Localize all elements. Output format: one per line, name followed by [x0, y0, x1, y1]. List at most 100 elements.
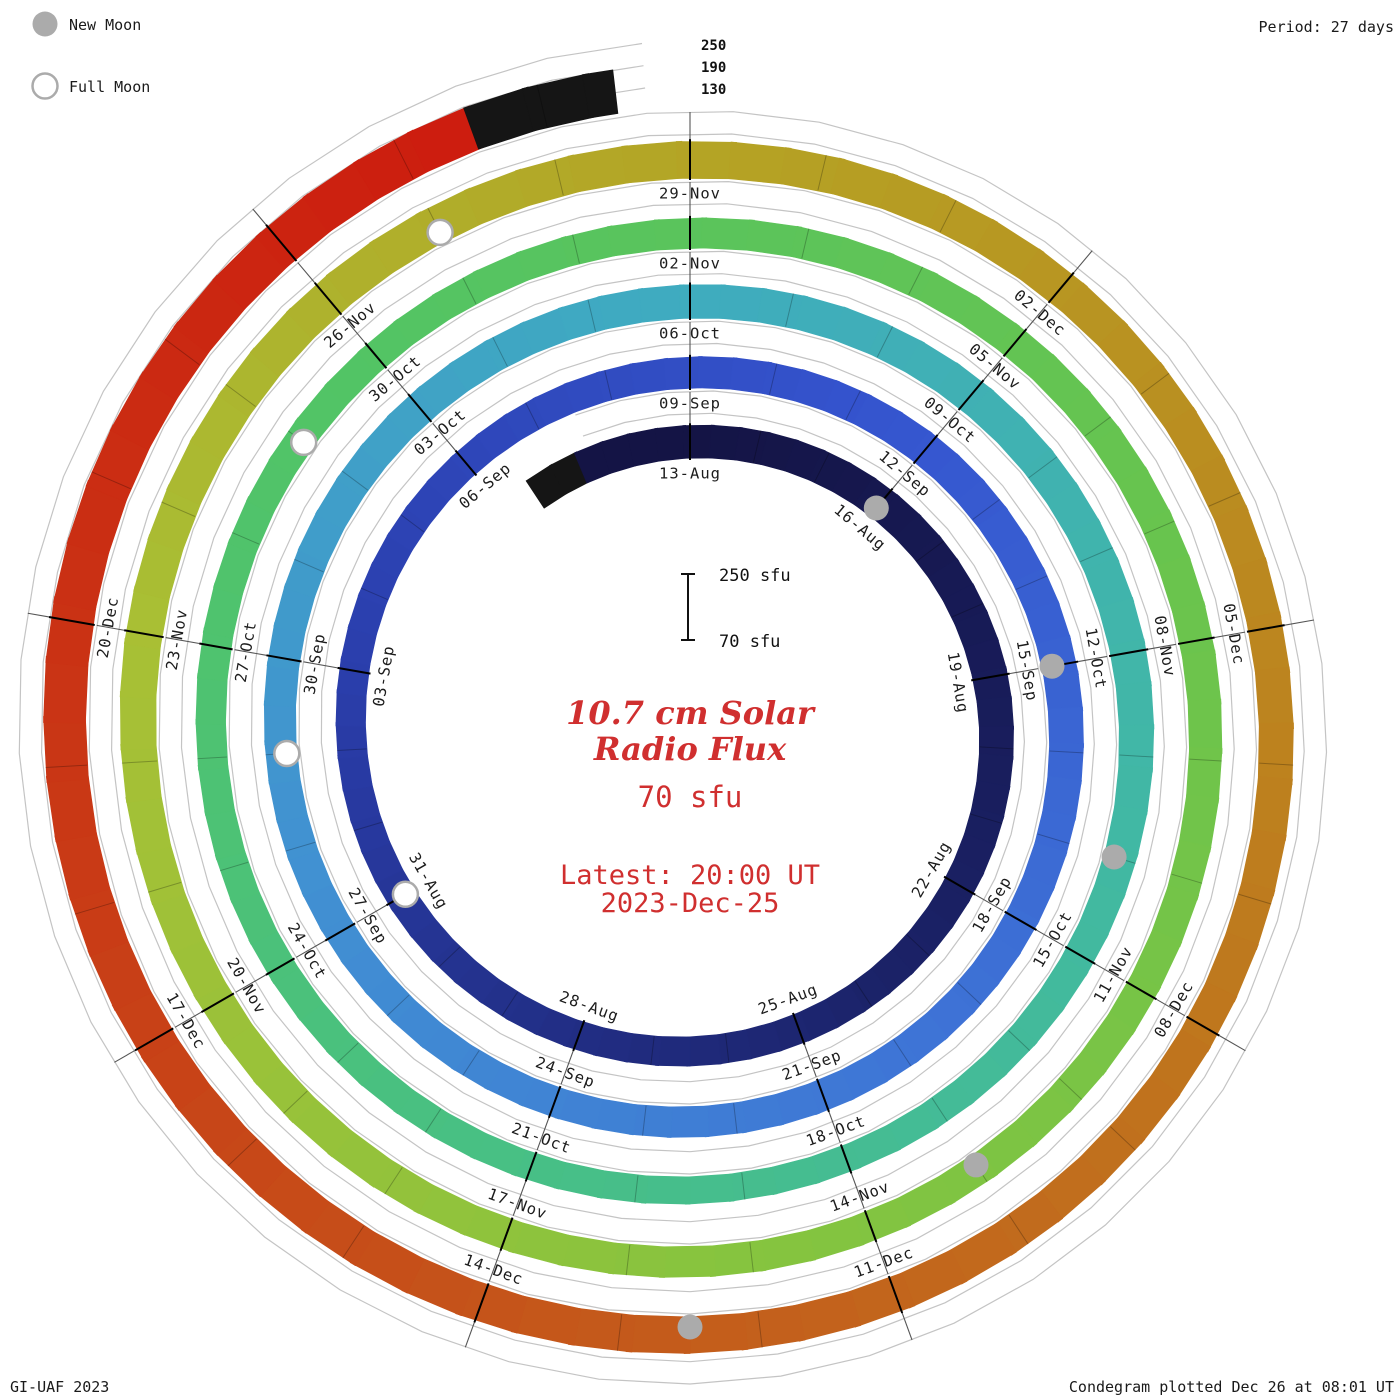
- new-moon-marker: [1039, 653, 1065, 679]
- day-tick: [939, 199, 957, 233]
- day-tick: [908, 266, 924, 295]
- flux-band-segment: [641, 1175, 691, 1205]
- day-tick: [492, 336, 508, 367]
- scale-bar-top-label: 250 sfu: [719, 566, 791, 586]
- flux-band-segment: [629, 357, 670, 395]
- grid-tick: [1214, 631, 1246, 639]
- grid-tick: [1026, 303, 1048, 330]
- date-tick: [971, 672, 1010, 682]
- date-tick: [337, 666, 371, 675]
- day-tick: [817, 154, 827, 191]
- day-tick: [916, 540, 945, 562]
- date-label: 30-Sep: [301, 632, 329, 696]
- day-tick: [1028, 456, 1058, 479]
- date-tick: [200, 992, 235, 1013]
- date-label: 05-Dec: [1219, 602, 1247, 666]
- day-tick: [337, 1042, 359, 1063]
- moon-markers-group: [273, 218, 1127, 1340]
- flux-band-segment: [659, 1245, 716, 1278]
- day-tick: [353, 821, 383, 832]
- day-tick: [1049, 750, 1084, 754]
- full-moon-marker: [273, 739, 301, 768]
- grid-tick: [560, 1050, 574, 1085]
- grid-tick: [114, 1049, 136, 1063]
- grid-tick: [937, 411, 958, 436]
- new-moon-marker: [863, 495, 889, 521]
- day-tick: [1008, 1214, 1029, 1245]
- date-tick: [364, 342, 388, 369]
- date-tick: [839, 1144, 853, 1174]
- day-tick: [1189, 758, 1222, 762]
- day-tick: [768, 363, 778, 395]
- flux-band-segment: [119, 691, 157, 751]
- day-tick: [1144, 520, 1175, 535]
- date-tick: [313, 282, 343, 316]
- day-tick: [845, 390, 861, 420]
- day-tick: [164, 338, 200, 366]
- flux-band-segment: [666, 1105, 710, 1138]
- day-tick: [285, 841, 316, 852]
- grid-tick: [1148, 643, 1177, 650]
- date-tick: [1186, 1015, 1220, 1037]
- day-tick: [161, 501, 196, 517]
- grid-tick: [1156, 998, 1186, 1017]
- period-label: Period: 27 days: [1259, 18, 1394, 36]
- grid-tick: [96, 624, 125, 631]
- gap-ticks-group: [27, 112, 1315, 1348]
- flux-band-segment: [679, 284, 726, 319]
- day-tick: [121, 760, 158, 764]
- day-tick: [979, 746, 1014, 750]
- flux-gridline-190: [40, 65, 1305, 1363]
- day-tick: [970, 813, 1003, 824]
- flux-band-segment: [653, 217, 708, 251]
- day-tick: [393, 139, 414, 180]
- flux-band-segment: [976, 695, 1015, 730]
- date-tick: [324, 922, 356, 942]
- grid-tick: [303, 661, 338, 669]
- grid-tick: [1094, 963, 1125, 982]
- flux-band-segment: [703, 1101, 747, 1138]
- date-tick: [1108, 648, 1149, 658]
- day-tick: [634, 1175, 639, 1203]
- day-tick: [957, 982, 982, 1005]
- day-tick: [294, 558, 324, 573]
- day-tick: [384, 1167, 403, 1195]
- grid-tick: [804, 1044, 817, 1078]
- day-tick: [91, 471, 131, 490]
- date-tick: [957, 379, 985, 411]
- date-tick: [48, 615, 95, 627]
- grid-tick: [1009, 668, 1039, 675]
- date-tick: [124, 629, 164, 639]
- date-tick: [524, 1151, 538, 1182]
- flux-band-segment: [43, 716, 89, 783]
- day-tick: [752, 430, 762, 463]
- flux-band-segment: [1181, 649, 1222, 706]
- day-tick: [400, 514, 425, 533]
- flux-band-segment: [195, 673, 228, 725]
- day-tick: [972, 498, 1001, 520]
- date-tick: [863, 1209, 878, 1243]
- grid-tick: [1073, 250, 1093, 273]
- flux-band-segment: [1254, 666, 1294, 730]
- grid-tick: [1036, 929, 1064, 947]
- date-tick: [1047, 271, 1075, 304]
- day-tick: [931, 1097, 948, 1122]
- flux-band-segment: [120, 743, 162, 803]
- day-tick: [342, 1225, 365, 1259]
- day-tick: [1037, 833, 1070, 845]
- date-tick: [887, 1275, 904, 1314]
- day-tick: [1080, 547, 1113, 563]
- day-tick: [283, 1090, 308, 1114]
- day-tick: [462, 1050, 480, 1076]
- flux-band-segment: [1245, 611, 1291, 677]
- full-moon-marker: [289, 428, 318, 457]
- day-tick: [74, 901, 115, 915]
- day-tick: [741, 1172, 746, 1200]
- date-label: 23-Nov: [163, 607, 191, 671]
- day-tick: [424, 1108, 442, 1133]
- date-tick: [1125, 980, 1157, 1001]
- day-tick: [525, 402, 540, 430]
- date-tick: [266, 654, 302, 663]
- day-tick: [854, 980, 873, 1007]
